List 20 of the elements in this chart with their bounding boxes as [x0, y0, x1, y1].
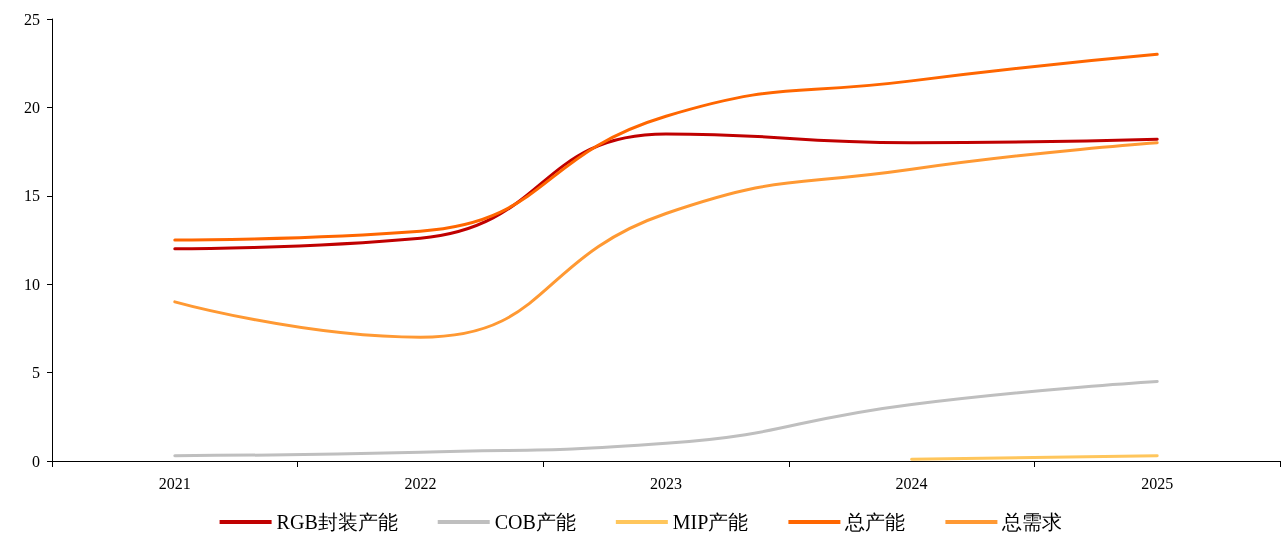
line-series — [173, 141, 1159, 339]
x-tick-label: 2024 — [895, 474, 928, 492]
legend-label: MIP产能 — [672, 511, 749, 533]
line-series — [173, 379, 1159, 458]
legend-label: 总产能 — [844, 511, 906, 533]
line-series — [173, 52, 1159, 242]
x-tick-label: 2025 — [1141, 474, 1174, 492]
y-tick-label: 25 — [24, 10, 40, 28]
y-tick-label: 15 — [24, 187, 40, 205]
y-tick-label: 0 — [32, 452, 40, 470]
line-series — [173, 132, 1159, 251]
y-tick-label: 5 — [32, 364, 40, 382]
x-tick-label: 2022 — [404, 474, 437, 492]
x-tick-label: 2023 — [650, 474, 682, 492]
legend-label: COB产能 — [494, 511, 576, 533]
x-tick-label: 2021 — [158, 474, 191, 492]
y-tick-label: 10 — [24, 275, 40, 293]
y-tick-label: 20 — [24, 98, 40, 116]
legend-label: RGB封装产能 — [276, 511, 398, 533]
legend-label: 总需求 — [1001, 511, 1063, 533]
